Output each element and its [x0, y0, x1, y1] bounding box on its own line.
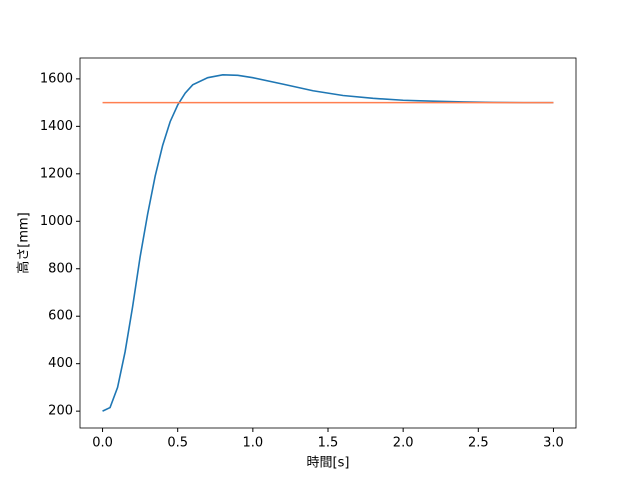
y-tick-label: 200 [48, 404, 73, 419]
y-tick-label: 1200 [40, 166, 73, 181]
x-tick-label: 2.5 [468, 436, 489, 451]
y-axis-label: 高さ[mm] [16, 212, 32, 273]
x-tick-label: 0.5 [167, 436, 188, 451]
y-tick-label: 400 [48, 356, 73, 371]
y-tick-label: 1000 [40, 214, 73, 229]
x-tick-label: 1.0 [243, 436, 264, 451]
x-tick-label: 1.5 [318, 436, 339, 451]
x-tick-label: 3.0 [543, 436, 564, 451]
y-tick-label: 1400 [40, 119, 73, 134]
x-axis-label: 時間[s] [307, 456, 350, 471]
y-tick-label: 1600 [40, 71, 73, 86]
y-tick-label: 600 [48, 309, 73, 324]
x-tick-label: 0.0 [92, 436, 113, 451]
x-tick-label: 2.0 [393, 436, 414, 451]
plot-frame [79, 57, 577, 429]
line-series [102, 74, 554, 412]
y-tick-label: 800 [48, 261, 73, 276]
